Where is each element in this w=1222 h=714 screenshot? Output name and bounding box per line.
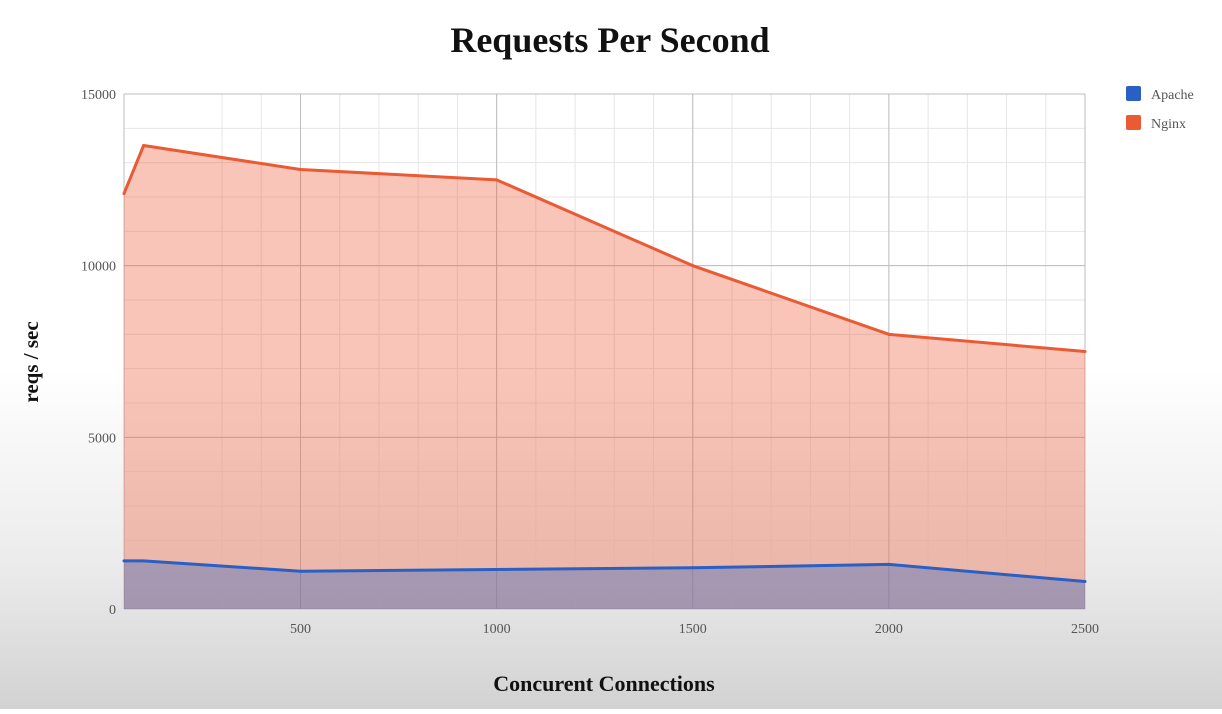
nginx-point <box>122 192 126 196</box>
apache-point <box>299 569 303 573</box>
y-tick-label: 15000 <box>81 88 116 103</box>
legend-swatch-nginx <box>1126 115 1141 130</box>
legend: Apache Nginx <box>1126 86 1194 132</box>
legend-label-nginx: Nginx <box>1151 117 1186 132</box>
series-lines <box>122 144 1087 584</box>
apache-point <box>142 559 146 563</box>
series-areas <box>124 145 1085 609</box>
x-axis-ticks: 500 1000 1500 2000 2500 <box>290 622 1099 637</box>
y-axis-ticks: 0 5000 10000 15000 <box>81 88 116 618</box>
apache-point <box>691 566 695 570</box>
nginx-point <box>691 264 695 268</box>
nginx-point <box>887 332 891 336</box>
apache-point <box>122 559 126 563</box>
nginx-point <box>142 144 146 147</box>
nginx-area <box>124 145 1085 609</box>
nginx-point <box>299 168 303 172</box>
legend-label-apache: Apache <box>1151 88 1194 103</box>
x-axis-label: Concurent Connections <box>493 671 715 696</box>
x-tick-label: 1500 <box>679 622 707 637</box>
x-tick-label: 2000 <box>875 622 903 637</box>
apache-point <box>1083 580 1087 584</box>
nginx-point <box>1083 350 1087 353</box>
y-tick-label: 0 <box>109 603 116 618</box>
apache-point <box>887 562 891 566</box>
chart-title: Requests Per Second <box>450 20 769 60</box>
y-axis-label: reqs / sec <box>19 321 43 402</box>
x-tick-label: 2500 <box>1071 622 1099 637</box>
y-tick-label: 10000 <box>81 260 116 275</box>
x-tick-label: 1000 <box>483 622 511 637</box>
legend-swatch-apache <box>1126 86 1141 101</box>
y-tick-label: 5000 <box>88 431 116 446</box>
apache-area <box>124 560 1085 609</box>
nginx-point <box>495 178 499 182</box>
x-tick-label: 500 <box>290 622 311 637</box>
apache-point <box>495 568 499 572</box>
